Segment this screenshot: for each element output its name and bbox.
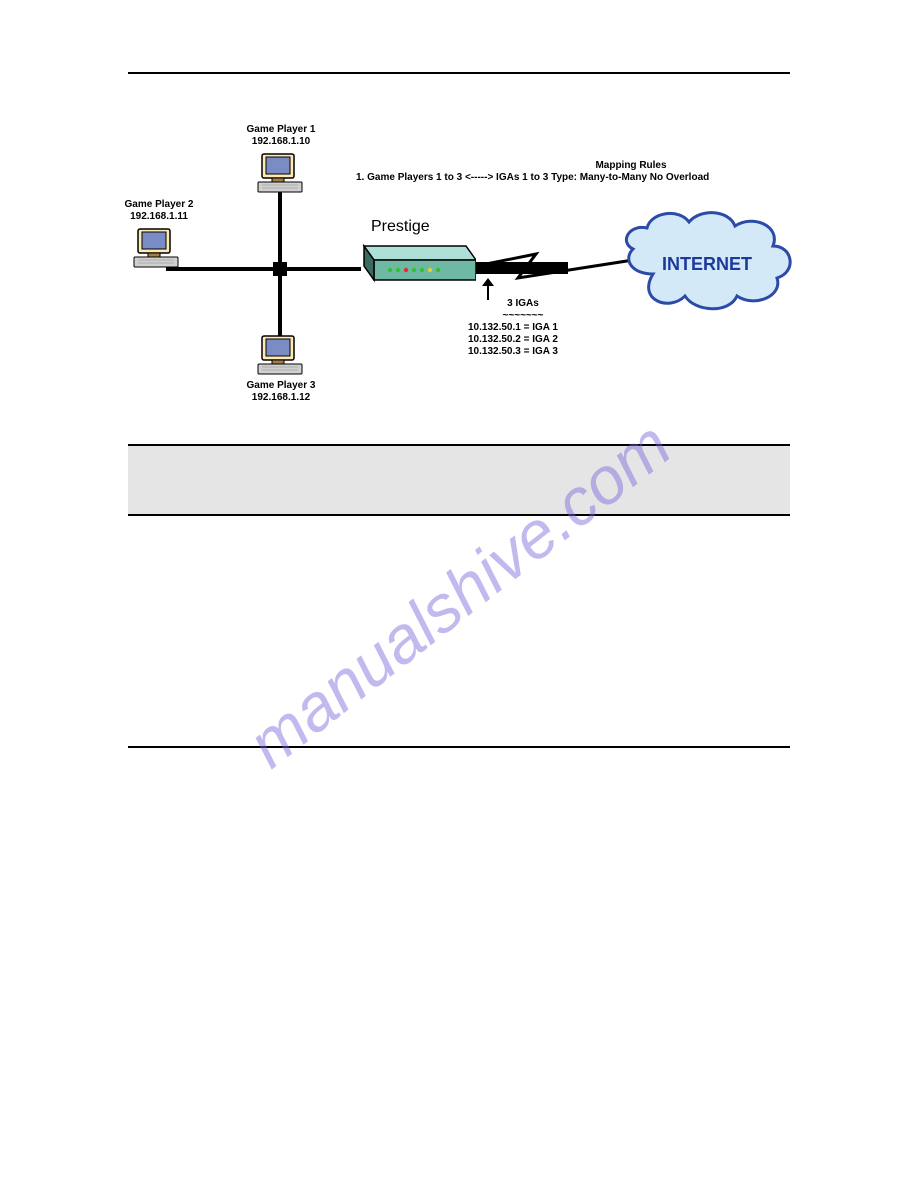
igas-block: 3 IGAs ~~~~~~~ 10.132.50.1 = IGA 1 10.13… — [468, 298, 578, 358]
mapping-rule: 1. Game Players 1 to 3 <-----> IGAs 1 to… — [356, 172, 709, 183]
cable — [166, 267, 281, 271]
player3-computer — [256, 334, 306, 378]
arrow-to-router — [478, 278, 498, 300]
internet-text: INTERNET — [662, 254, 752, 274]
switch — [273, 262, 287, 276]
igas-title: 3 IGAs — [507, 298, 539, 309]
player1-name: Game Player 1 — [247, 124, 316, 135]
player2-label: Game Player 2 192.168.1.11 — [114, 199, 204, 223]
top-rule — [128, 72, 790, 74]
player3-ip: 192.168.1.12 — [252, 392, 310, 403]
player3-name: Game Player 3 — [247, 380, 316, 391]
player1-label: Game Player 1 192.168.1.10 — [236, 124, 326, 148]
player1-computer — [256, 152, 306, 196]
cable — [278, 186, 282, 266]
network-diagram: Game Player 1 192.168.1.10 Game Player 2… — [128, 124, 790, 424]
bottom-rule — [128, 746, 790, 748]
iga2: 10.132.50.2 = IGA 2 — [468, 334, 558, 345]
mapping-rules: Mapping Rules 1. Game Players 1 to 3 <--… — [356, 160, 766, 184]
internet-cloud: INTERNET — [613, 204, 803, 324]
iga1: 10.132.50.1 = IGA 1 — [468, 322, 558, 333]
player2-ip: 192.168.1.11 — [130, 211, 188, 222]
router-device — [358, 240, 476, 286]
iga3: 10.132.50.3 = IGA 3 — [468, 346, 558, 357]
player3-label: Game Player 3 192.168.1.12 — [236, 380, 326, 404]
player2-name: Game Player 2 — [125, 199, 194, 210]
router-label: Prestige — [371, 218, 430, 236]
player1-ip: 192.168.1.10 — [252, 136, 310, 147]
cable — [286, 267, 361, 271]
igas-sep: ~~~~~~~ — [503, 310, 544, 321]
player2-computer — [132, 227, 182, 271]
mapping-title: Mapping Rules — [595, 160, 666, 171]
note-box — [128, 444, 790, 516]
